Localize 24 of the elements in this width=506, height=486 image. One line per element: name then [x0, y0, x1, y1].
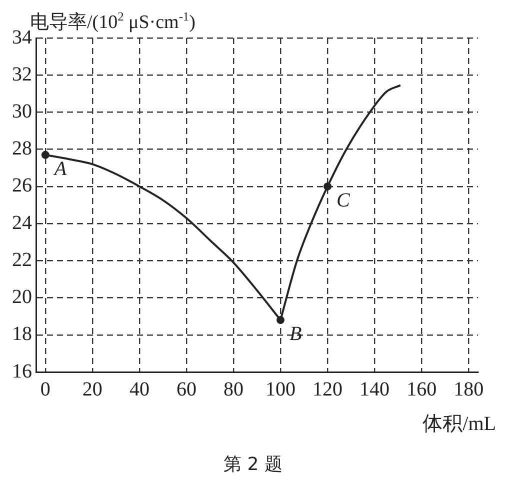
y-tick-label: 32 — [12, 63, 32, 86]
x-axis-title: 体积/mL — [422, 413, 496, 435]
y-tick-label: 22 — [12, 248, 32, 271]
x-tick-label: 100 — [266, 378, 296, 400]
x-tick-label: 160 — [406, 378, 437, 400]
y-tick-label: 26 — [12, 174, 32, 197]
x-tick-label: 180 — [454, 378, 484, 400]
y-tick-label: 30 — [12, 100, 32, 122]
annotation: C — [336, 189, 351, 212]
y-tick-label: 24 — [12, 212, 32, 234]
x-tick-label: 0 — [40, 378, 50, 400]
x-tick-label: 80 — [223, 378, 244, 400]
y-tick-label: 28 — [12, 138, 32, 160]
x-tick-label: 140 — [360, 378, 390, 400]
x-tick-label: 40 — [129, 378, 150, 400]
x-tick-label: 60 — [176, 378, 196, 400]
x-tick-label: 120 — [312, 378, 343, 400]
text: 第 2 题 — [224, 454, 282, 475]
y-tick-label: 20 — [12, 286, 32, 308]
y-tick-label: 18 — [12, 323, 32, 346]
annotation: A — [52, 158, 68, 180]
y-tick-label: 34 — [12, 26, 32, 48]
x-tick-label: 20 — [82, 378, 102, 400]
y-tick-label: 16 — [12, 360, 32, 382]
